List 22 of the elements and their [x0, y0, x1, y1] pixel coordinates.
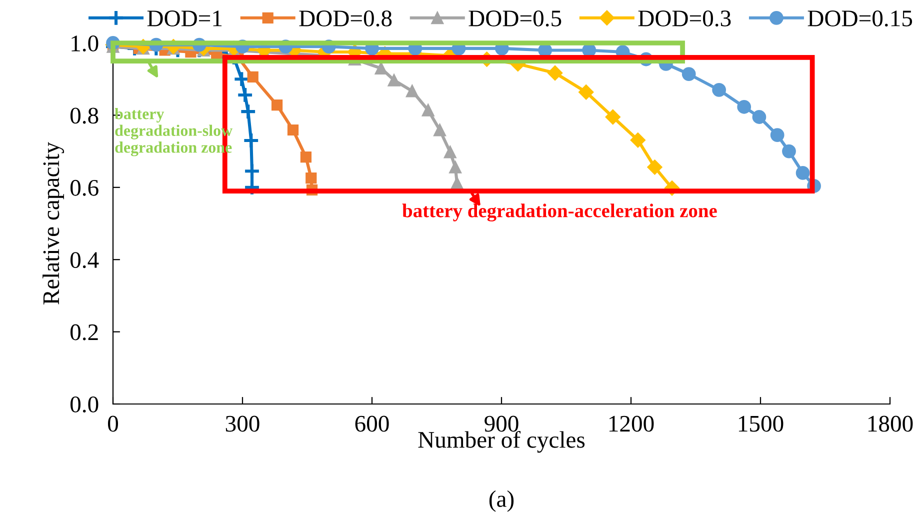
y-tick-label: 0.8 [70, 108, 98, 124]
x-tick-label: 300 [226, 416, 260, 432]
legend-label: DOD=0.5 [468, 10, 562, 26]
legend-label: DOD=0.8 [299, 10, 392, 26]
y-tick-label: 0.2 [70, 324, 98, 340]
text: (a) [489, 490, 514, 512]
x-tick-label: 0 [108, 416, 118, 432]
x-tick-label: 1200 [609, 416, 654, 432]
legend-label: DOD=1 [147, 10, 222, 26]
y-tick-label: 0.0 [70, 396, 98, 413]
x-tick-label: 1800 [868, 416, 913, 432]
y-tick-label: 0.6 [70, 180, 98, 196]
x-tick-label: 1500 [738, 416, 784, 432]
y-tick-label: 0.4 [70, 252, 99, 268]
annotation: battery degradation-acceleration zone [402, 204, 717, 222]
x-tick-label: 900 [484, 416, 518, 432]
y-axis-title: Relative capacity [42, 142, 64, 304]
x-axis-title: Number of cycles [418, 430, 585, 453]
y-tick-label: 1.0 [72, 35, 98, 52]
legend-label: DOD=0.15 [808, 10, 912, 26]
legend-label: DOD=0.3 [638, 10, 731, 26]
x-tick-label: 600 [355, 416, 389, 432]
